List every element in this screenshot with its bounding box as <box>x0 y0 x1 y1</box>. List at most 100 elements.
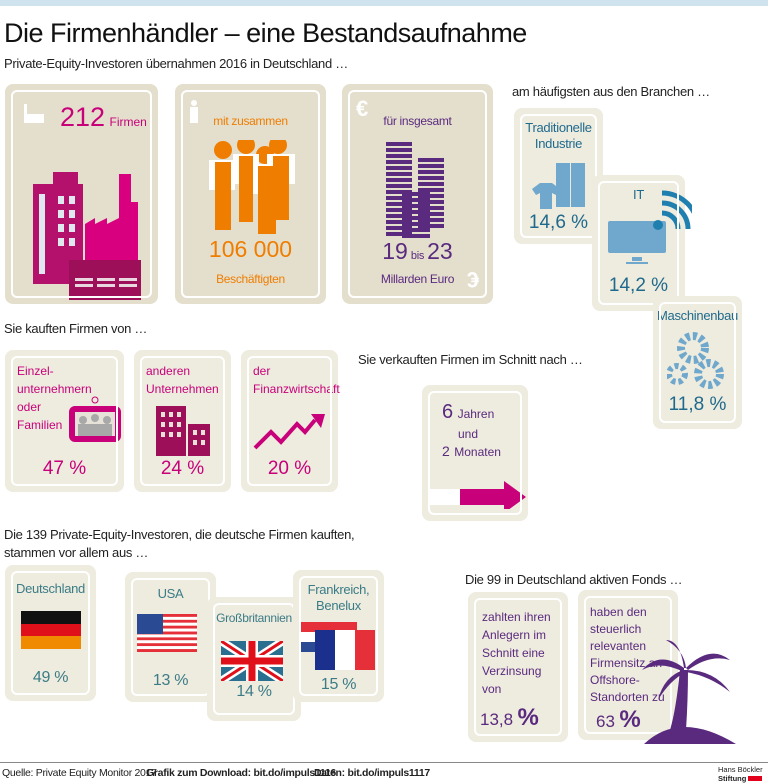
seller-card-companies: anderen Unternehmen 24 % <box>134 350 231 492</box>
euro-icon: € <box>356 96 369 121</box>
branch-card-industry: Traditionelle Industrie 14,6 % <box>514 108 603 244</box>
branch-card-it: IT 14,2 % <box>592 175 692 311</box>
label-line: Familien <box>17 418 63 432</box>
holding-und: und <box>458 427 479 441</box>
firms-label: Firmen <box>109 115 147 129</box>
branch-value: 14,6 % <box>528 212 589 233</box>
origin-value: 15 % <box>320 676 357 693</box>
origin-card-france-benelux: Frankreich, Benelux 15 % <box>293 570 384 702</box>
origin-heading-2: stammen vor allem aus … <box>4 545 149 560</box>
seller-value: 24 % <box>160 458 205 479</box>
footer-source: Quelle: Private Equity Monitor 2017 <box>2 767 157 779</box>
coin <box>418 212 444 216</box>
label-line: oder <box>17 400 42 414</box>
family-portrait-icon <box>69 396 121 442</box>
computer-wifi-icon <box>608 190 692 264</box>
origin-card-germany: Deutschland 49 % <box>5 565 96 701</box>
label-line: der <box>253 364 271 378</box>
coin <box>386 208 412 212</box>
seller-value: 20 % <box>267 458 312 479</box>
france-benelux-flags-icon <box>301 622 375 670</box>
usa-flag-icon <box>137 614 197 652</box>
coin <box>402 234 430 238</box>
coin <box>386 154 412 158</box>
fund-unit: % <box>619 706 641 733</box>
origin-label: USA <box>157 586 184 601</box>
coin <box>402 198 430 202</box>
page-title: Die Firmenhändler – eine Bestandsaufnahm… <box>4 18 527 48</box>
footer-download-link[interactable]: Grafik zum Download: bit.do/impuls1116 <box>146 767 336 779</box>
label-line: steuerlich <box>590 622 642 636</box>
label-line: von <box>482 682 502 696</box>
branch-value: 11,8 % <box>668 394 727 415</box>
label-line: Standorten zu <box>590 690 665 704</box>
label-line: zahlten ihren <box>482 610 551 624</box>
coin-stacks-icon <box>386 142 444 238</box>
money-to: 23 <box>427 238 453 264</box>
coin <box>418 182 444 186</box>
footer-data-link[interactable]: Daten: bit.do/impuls1117 <box>314 767 430 779</box>
top-bar <box>0 0 768 6</box>
coin <box>386 178 412 182</box>
origin-card-uk: Großbritannien 14 % <box>207 597 301 721</box>
coin <box>418 206 444 210</box>
coin <box>418 224 444 228</box>
seller-label: anderen Unternehmen <box>146 362 219 398</box>
coin <box>418 158 444 162</box>
branch-label: IT <box>633 187 644 202</box>
label-line: Einzel- <box>17 364 54 378</box>
coin <box>386 202 412 206</box>
label-line: anderen <box>146 364 191 378</box>
coin <box>402 204 430 208</box>
employees-intro: mit zusammen <box>213 114 288 128</box>
coin <box>418 164 444 168</box>
label-line: Unternehmen <box>146 382 219 396</box>
hbs-logo: Hans Böckler Stiftung <box>718 765 763 783</box>
coin <box>402 216 430 220</box>
money-bis: bis <box>410 250 425 262</box>
coin <box>386 142 412 146</box>
holding-months-label: Monaten <box>454 445 501 459</box>
clothing-wardrobe-icon <box>532 163 585 209</box>
origin-label: Deutschland <box>16 581 85 596</box>
branch-label: Traditionelle <box>525 120 592 135</box>
office-building-icon <box>156 406 210 456</box>
coin <box>386 196 412 200</box>
funds-heading: Die 99 in Deutschland aktiven Fonds … <box>465 572 683 587</box>
label-line: Anlegern im <box>482 628 547 642</box>
money-label: Millarden Euro <box>380 272 455 286</box>
seller-label: der Finanzwirtschaft <box>253 362 340 398</box>
chart-up-arrow-icon <box>253 414 325 450</box>
origin-value: 14 % <box>236 683 272 700</box>
origin-card-usa: USA 13 % <box>125 572 216 702</box>
employees-card: mit zusammen 106 000 Beschäftigten <box>175 84 326 304</box>
coin <box>386 232 412 236</box>
holding-years: 6 <box>442 401 454 423</box>
origin-label: Frankreich, <box>307 582 370 597</box>
label-line: Offshore- <box>590 673 640 687</box>
coin <box>386 166 412 170</box>
coin <box>386 220 412 224</box>
money-from: 19 <box>382 238 408 264</box>
coin <box>418 176 444 180</box>
coin <box>418 218 444 222</box>
coin <box>386 226 412 230</box>
coin <box>418 170 444 174</box>
origin-value: 49 % <box>32 669 69 686</box>
holding-heading: Sie verkauften Firmen im Schnitt nach … <box>358 352 583 367</box>
fund-label: zahlten ihren Anlegern im Schnitt eine Verz… <box>482 608 551 698</box>
coin <box>386 214 412 218</box>
label-line: relevanten <box>590 639 647 653</box>
holding-months: 2 <box>442 443 450 459</box>
coin <box>418 188 444 192</box>
label-line: Verzinsung <box>482 664 542 678</box>
factory-icon <box>33 172 141 300</box>
fund-value: 13,8 <box>480 710 514 729</box>
coin <box>386 172 412 176</box>
seller-card-families: Einzel-unternehmern oder Familien 47 % <box>5 350 124 492</box>
uk-flag-icon <box>221 641 283 681</box>
branch-label: Industrie <box>534 136 583 151</box>
branch-card-machinery: Maschinenbau 11,8 % <box>653 296 742 429</box>
holding-years-label: Jahren <box>457 407 495 421</box>
coin <box>386 160 412 164</box>
